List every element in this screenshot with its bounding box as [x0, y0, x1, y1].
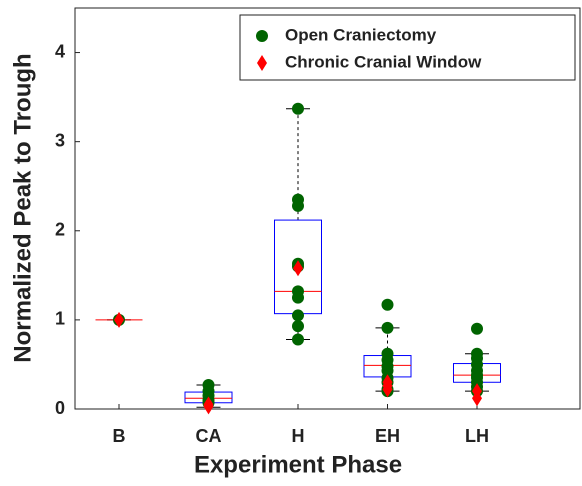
point — [114, 311, 124, 328]
legend-marker — [257, 55, 267, 71]
x-tick-label: EH — [375, 426, 400, 446]
point — [292, 320, 304, 333]
legend-label: Open Craniectomy — [285, 25, 437, 44]
x-tick-label: CA — [196, 426, 222, 446]
point — [203, 398, 214, 415]
x-axis-label: Experiment Phase — [194, 451, 402, 478]
y-tick-label: 1 — [55, 309, 65, 329]
y-tick-label: 2 — [55, 220, 65, 240]
x-tick-label: B — [113, 426, 126, 446]
point — [292, 199, 304, 212]
point — [381, 298, 394, 311]
legend-marker — [256, 30, 268, 42]
legend — [239, 14, 576, 81]
point — [381, 321, 394, 334]
x-tick-label: H — [292, 426, 305, 446]
y-tick-label: 0 — [55, 398, 65, 418]
point — [292, 291, 304, 304]
point — [292, 309, 304, 322]
legend-label: Chronic Cranial Window — [285, 52, 482, 71]
point — [292, 102, 304, 115]
point — [382, 381, 393, 398]
point — [472, 390, 482, 407]
x-tick-label: LH — [465, 426, 489, 446]
y-tick-label: 3 — [55, 130, 65, 150]
y-tick-label: 4 — [55, 41, 65, 61]
point — [292, 333, 304, 346]
point — [471, 322, 483, 335]
y-axis-label: Normalized Peak to Trough — [9, 53, 36, 362]
point — [293, 260, 303, 277]
